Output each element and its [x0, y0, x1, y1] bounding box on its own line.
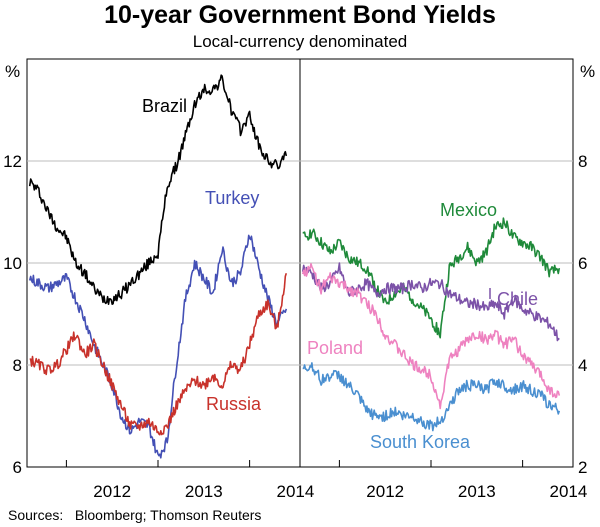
x-tick-label: 2013 — [185, 482, 223, 501]
chart-subtitle: Local-currency denominated — [192, 32, 408, 51]
series-label-poland: Poland — [307, 338, 363, 358]
series-line-turkey — [28, 234, 288, 459]
y-tick-label: 8 — [13, 356, 22, 375]
y-axis-unit-label: % — [580, 62, 595, 81]
series-label-mexico: Mexico — [440, 200, 497, 220]
series-line-south-korea — [302, 362, 561, 432]
y-tick-label: 6 — [578, 254, 587, 273]
series-line-brazil — [28, 74, 288, 306]
series-label-turkey: Turkey — [205, 188, 259, 208]
series-line-mexico — [302, 217, 561, 339]
series-label-south-korea: South Korea — [370, 432, 471, 452]
x-tick-label: 2012 — [93, 482, 131, 501]
x-tick-label: 2013 — [458, 482, 496, 501]
y-axis-unit-label: % — [5, 62, 20, 81]
y-tick-label: 12 — [3, 152, 22, 171]
y-tick-label: 4 — [578, 356, 587, 375]
y-tick-label: 8 — [578, 152, 587, 171]
series-label-chile: Chile — [497, 289, 538, 309]
series-label-brazil: Brazil — [142, 96, 187, 116]
y-tick-label: 2 — [578, 458, 587, 477]
x-tick-label: 2012 — [366, 482, 404, 501]
x-tick-label: 2014 — [550, 482, 588, 501]
series-line-russia — [29, 272, 288, 436]
y-tick-label: 10 — [3, 254, 22, 273]
series-line-poland — [301, 262, 561, 410]
series-label-russia: Russia — [206, 394, 262, 414]
y-tick-label: 6 — [13, 458, 22, 477]
chart-source: Sources: Bloomberg; Thomson Reuters — [8, 507, 262, 523]
x-tick-label: 2014 — [277, 482, 315, 501]
chart-title: 10-year Government Bond Yields — [104, 1, 496, 29]
